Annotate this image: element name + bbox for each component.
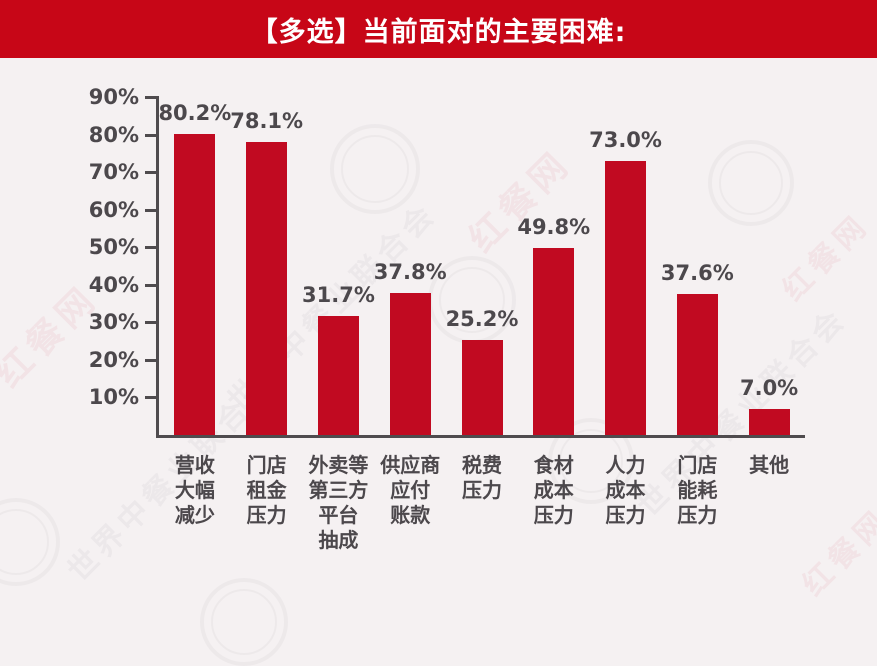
y-tick-label: 80%	[88, 122, 139, 147]
category-label: 营收 大幅 减少	[135, 453, 255, 528]
bar-value-label: 73.0%	[589, 127, 662, 152]
y-tick	[145, 96, 156, 99]
y-tick	[145, 171, 156, 175]
stamp-watermark-icon	[0, 498, 60, 586]
bar	[676, 293, 718, 435]
category-label: 门店 租金 压力	[207, 453, 327, 528]
bar-value-label: 25.2%	[445, 307, 519, 332]
category-label-line: 人力	[605, 453, 646, 477]
category-label-line: 外卖等	[308, 453, 369, 477]
category-label-line: 营收	[174, 453, 215, 477]
y-tick	[145, 283, 156, 287]
bar-value-label: 80.2%	[158, 100, 232, 125]
stamp-watermark-icon	[200, 578, 288, 666]
y-tick-label: 70%	[88, 160, 139, 185]
category-label-line: 减少	[174, 503, 215, 527]
category-label: 人力 成本 压力	[566, 453, 686, 528]
category-label: 供应商 应付 账款	[350, 453, 470, 528]
bar	[605, 160, 647, 435]
category-label-line: 税费	[462, 453, 502, 477]
y-tick-label: 90%	[88, 85, 139, 109]
bar-value-label: 37.8%	[373, 260, 447, 285]
stamp-watermark-icon	[330, 124, 420, 214]
category-label-line: 食材	[533, 453, 574, 477]
category-label-line: 压力	[462, 478, 502, 502]
y-tick-label: 30%	[88, 310, 139, 335]
category-label: 食材 成本 压力	[494, 453, 614, 528]
category-label-line: 门店	[246, 453, 287, 477]
stamp-watermark-icon	[708, 140, 794, 226]
category-label-line: 门店	[677, 453, 718, 477]
category-label: 外卖等 第三方 平台 抽成	[278, 453, 398, 553]
category-label-line: 租金	[246, 478, 287, 502]
watermark-brand: 红餐网	[795, 501, 877, 604]
bar-value-label: 37.6%	[660, 260, 734, 285]
category-label-line: 应付	[390, 478, 431, 502]
y-tick-label: 40%	[88, 272, 139, 297]
category-label-line: 抽成	[318, 528, 359, 552]
bar-value-label: 78.1%	[230, 108, 304, 133]
category-label-line: 压力	[677, 503, 718, 527]
category-label: 其他	[709, 453, 829, 478]
y-tick	[145, 208, 156, 212]
y-tick-label: 60%	[88, 197, 139, 222]
y-axis-line	[156, 96, 159, 438]
category-label-line: 大幅	[174, 478, 215, 502]
category-label: 税费 压力	[422, 453, 542, 503]
bar	[533, 247, 575, 435]
y-tick-label: 50%	[88, 235, 139, 260]
y-tick-label: 10%	[88, 385, 139, 410]
bar-value-label: 7.0%	[739, 375, 799, 400]
page-title: 【多选】当前面对的主要困难:	[250, 16, 627, 48]
bar	[246, 141, 288, 435]
category-label-line: 压力	[246, 503, 287, 527]
y-tick	[145, 246, 156, 250]
bar-value-label: 31.7%	[302, 282, 375, 307]
bar	[174, 133, 216, 435]
bar	[461, 340, 503, 435]
category-label-line: 能耗	[677, 478, 718, 502]
watermark-brand: 红餐网	[461, 142, 580, 261]
y-tick-label: 20%	[88, 347, 139, 372]
bar-value-label: 49.8%	[517, 214, 591, 239]
y-tick	[145, 321, 156, 325]
category-label-line: 供应商	[380, 453, 441, 477]
category-label-line: 第三方	[308, 478, 369, 502]
bar	[389, 293, 431, 435]
category-label-line: 压力	[605, 503, 646, 527]
y-tick	[145, 396, 156, 400]
watermark-brand: 红餐网	[775, 206, 877, 309]
bar-chart: 红餐网 红餐网 红餐网 红餐网 世界中餐业联合会 世界中餐业联合会 世界中餐业联…	[0, 58, 877, 666]
category-label-line: 成本	[605, 478, 646, 502]
y-tick	[145, 133, 156, 137]
category-label-line: 平台	[318, 503, 359, 527]
category-label-line: 账款	[390, 503, 431, 527]
category-label: 门店 能耗 压力	[637, 453, 757, 528]
category-label-line: 其他	[749, 453, 790, 477]
bar	[317, 315, 359, 435]
category-label-line: 压力	[533, 503, 574, 527]
title-banner: 【多选】当前面对的主要困难:	[0, 0, 877, 58]
bar	[748, 408, 790, 435]
category-label-line: 成本	[533, 478, 574, 502]
x-axis-line	[156, 435, 805, 438]
y-tick	[145, 358, 156, 362]
